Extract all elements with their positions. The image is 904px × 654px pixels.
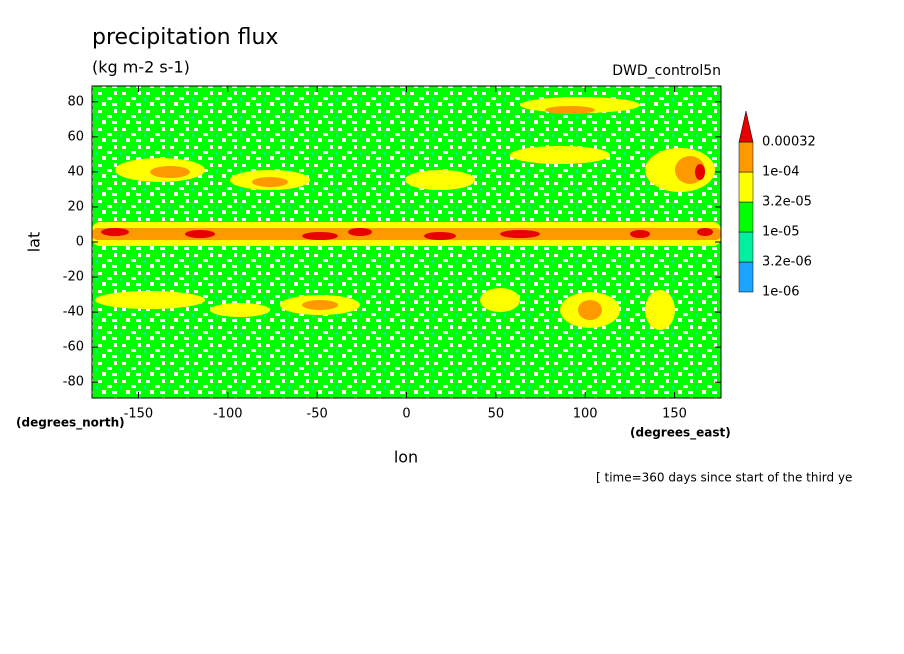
y-tick-label: 0 [76,235,84,250]
y-tick-label: 20 [67,199,84,214]
y-tick-label: -60 [63,340,84,355]
x-axis-label: lon [394,448,418,467]
x-tick-label: 50 [488,407,505,422]
high-regions [92,106,721,320]
dataset-label: DWD_control5n [612,63,721,79]
colorbar-extension [738,110,754,143]
colorbar-label: 1e-06 [762,285,800,300]
y-units: (degrees_north) [16,416,125,431]
x-tick-label: -100 [213,407,243,422]
contour-field [92,86,721,398]
x-tick-label: 0 [402,407,410,422]
y-axis-label: lat [25,232,44,253]
colorbar-label: 3.2e-06 [762,255,812,270]
x-tick-label: -150 [124,407,154,422]
colorbar-segment [738,231,754,263]
y-tick-label: 80 [67,94,84,109]
colorbar-segment [738,171,754,203]
colorbar-label: 1e-05 [762,225,800,240]
colorbar-segment [738,261,754,293]
x-units: (degrees_east) [630,426,731,441]
very-high-regions [101,164,713,240]
chart-title: precipitation flux [92,25,278,50]
y-tick-label: -20 [63,270,84,285]
colorbar-segment [738,141,754,173]
footnote: [ time=360 days since start of the third… [596,471,852,485]
y-tick-label: 60 [67,129,84,144]
x-tick-label: 100 [573,407,598,422]
x-tick-label: 150 [662,407,687,422]
y-tick-label: 40 [67,164,84,179]
colorbar-segment [738,201,754,233]
y-tick-label: -80 [63,375,84,390]
x-tick-label: -50 [307,407,328,422]
colorbar-label: 1e-04 [762,165,800,180]
colorbar-label: 3.2e-05 [762,195,812,210]
y-tick-label: -40 [63,305,84,320]
colorbar-label: 0.00032 [762,135,816,150]
units: (kg m-2 s-1) [92,58,190,77]
